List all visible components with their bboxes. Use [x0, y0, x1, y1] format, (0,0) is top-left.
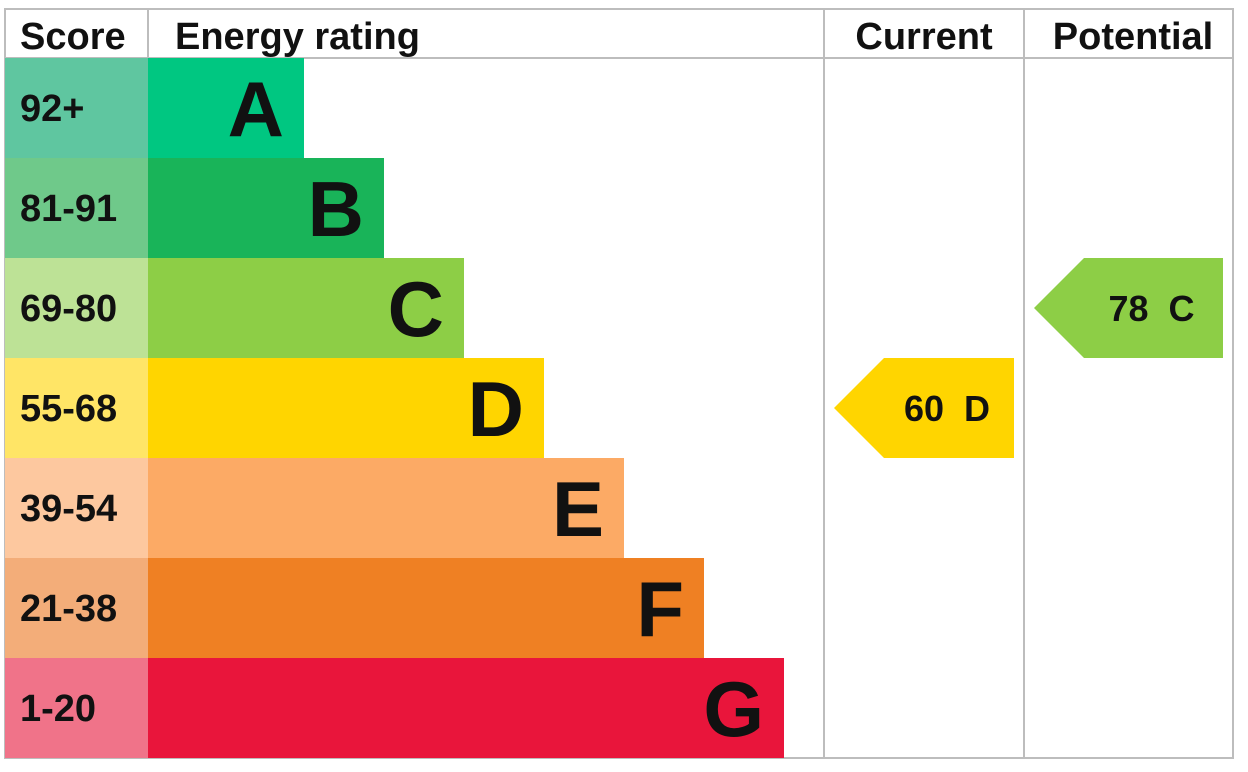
band-row-b: 81-91 B [5, 158, 384, 258]
score-cell-g [5, 658, 148, 758]
rating-bar-d [148, 358, 544, 458]
score-cell-e [5, 458, 148, 558]
score-range-a: 92+ [20, 88, 84, 130]
header-potential: Potential [1053, 16, 1213, 58]
band-row-e: 39-54 E [5, 458, 624, 558]
potential-rating-arrow: 78 C [1034, 258, 1223, 358]
rating-bands: 92+ A 81-91 B 69-80 C 55-68 D 39-54 E 21-38 F 1-20 G [5, 58, 784, 758]
score-cell-a [5, 58, 148, 158]
header-energy-rating: Energy rating [175, 16, 420, 58]
score-range-c: 69-80 [20, 288, 117, 330]
rating-bar-e [148, 458, 624, 558]
potential-arrow-label: 78 C [1108, 288, 1194, 329]
score-range-g: 1-20 [20, 688, 96, 730]
rating-bar-c [148, 258, 464, 358]
rating-bar-g [148, 658, 784, 758]
score-range-f: 21-38 [20, 588, 117, 630]
current-arrow-shape [834, 358, 1014, 458]
score-cell-f [5, 558, 148, 658]
score-range-e: 39-54 [20, 488, 117, 530]
band-row-a: 92+ A [5, 58, 304, 158]
score-range-d: 55-68 [20, 388, 117, 430]
rating-bar-f [148, 558, 704, 658]
rating-letter-d: D [468, 365, 524, 453]
rating-letter-c: C [388, 265, 444, 353]
rating-arrows: 60 D 78 C [834, 258, 1223, 458]
band-row-c: 69-80 C [5, 258, 464, 358]
current-rating-arrow: 60 D [834, 358, 1014, 458]
rating-letter-a: A [228, 65, 284, 153]
rating-letter-g: G [703, 665, 764, 753]
score-range-b: 81-91 [20, 188, 117, 230]
rating-letter-f: F [636, 565, 684, 653]
rating-letter-e: E [552, 465, 604, 553]
rating-letter-b: B [308, 165, 364, 253]
score-cell-c [5, 258, 148, 358]
current-arrow-label: 60 D [904, 388, 990, 429]
rating-bar-b [148, 158, 384, 258]
rating-bar-a [148, 58, 304, 158]
header-current: Current [855, 16, 993, 58]
header-score: Score [20, 16, 126, 58]
score-cell-b [5, 158, 148, 258]
score-cell-d [5, 358, 148, 458]
band-row-g: 1-20 G [5, 658, 784, 758]
band-row-f: 21-38 F [5, 558, 704, 658]
band-row-d: 55-68 D [5, 358, 544, 458]
potential-arrow-shape [1034, 258, 1223, 358]
